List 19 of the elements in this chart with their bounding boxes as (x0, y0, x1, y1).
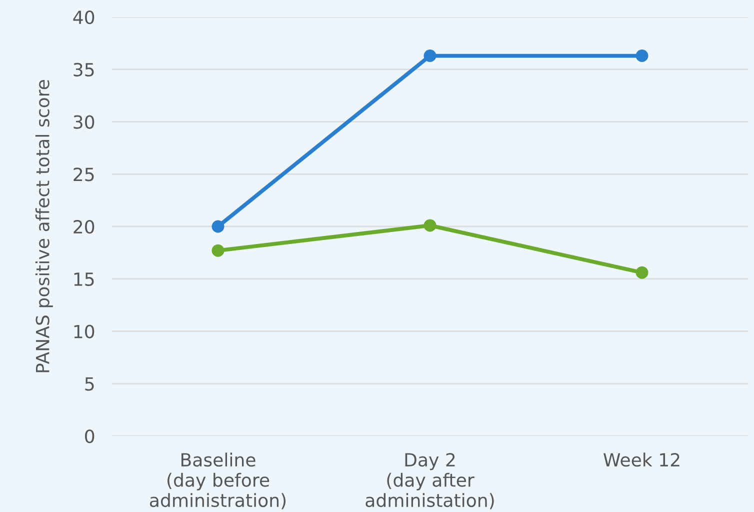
y-tick-label: 20 (74, 220, 94, 234)
point (636, 266, 648, 279)
x-tick-label: Day 2 (day after administation) (366, 452, 494, 510)
x-tick-label: Baseline (day before administration) (150, 452, 286, 510)
y-axis-title: PANAS positive affect total score (35, 80, 53, 372)
point (636, 50, 648, 62)
point (424, 219, 436, 232)
point (424, 50, 436, 62)
y-tick-label: 35 (74, 62, 94, 76)
y-tick-label: 10 (74, 324, 94, 338)
y-tick-label: 15 (74, 272, 94, 286)
point (212, 244, 224, 257)
y-tick-label: 0 (85, 429, 94, 444)
point (212, 220, 224, 233)
y-tick-label: 30 (74, 115, 94, 129)
y-tick-label: 25 (74, 168, 94, 182)
y-tick-label: 40 (73, 10, 94, 24)
y-tick-label: 5 (85, 377, 94, 391)
x-tick-label: Week 12 (604, 452, 680, 467)
